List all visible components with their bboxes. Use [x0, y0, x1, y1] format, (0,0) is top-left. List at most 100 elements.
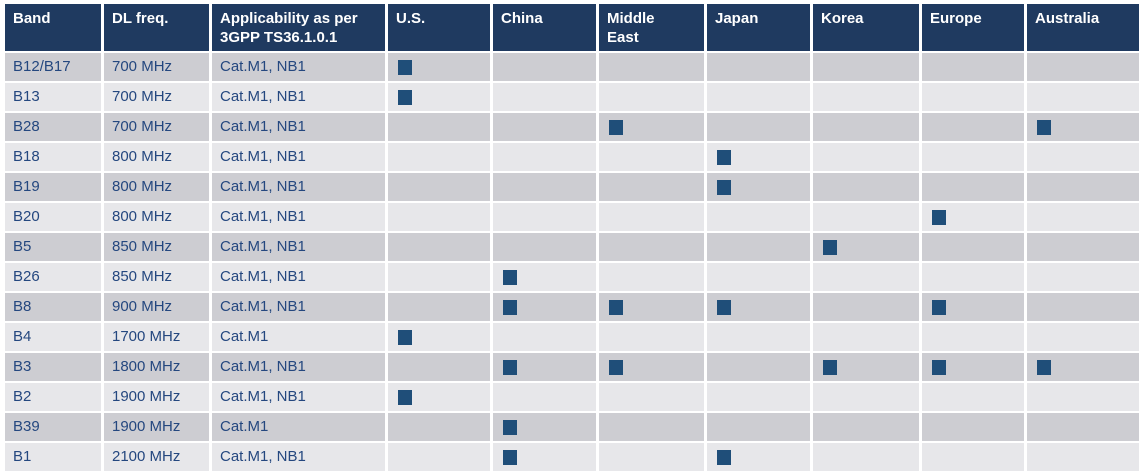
region-cell-europe — [922, 113, 1024, 141]
applicability-cell: Cat.M1, NB1 — [212, 113, 385, 141]
region-cell-australia — [1027, 413, 1139, 441]
column-header-label: Europe — [930, 10, 982, 27]
region-cell-china — [493, 173, 596, 201]
region-cell-middle-east — [599, 83, 704, 111]
region-cell-china — [493, 143, 596, 171]
applicable-marker-icon — [398, 329, 412, 345]
region-cell-japan — [707, 173, 810, 201]
band-cell: B3 — [5, 353, 101, 381]
region-cell-korea — [813, 173, 919, 201]
region-cell-korea — [813, 263, 919, 291]
region-cell-china — [493, 233, 596, 261]
band-cell: B28 — [5, 113, 101, 141]
region-cell-middle-east — [599, 323, 704, 351]
band-cell: B1 — [5, 443, 101, 471]
applicability-cell: Cat.M1, NB1 — [212, 53, 385, 81]
region-cell-korea — [813, 323, 919, 351]
region-cell-japan — [707, 263, 810, 291]
band-cell: B13 — [5, 83, 101, 111]
applicable-marker-icon — [503, 269, 517, 285]
region-cell-middle-east — [599, 233, 704, 261]
column-header-china: China — [493, 4, 596, 51]
table-row-b26: B26 850 MHz Cat.M1, NB1 — [5, 263, 1139, 291]
region-cell-middle-east — [599, 173, 704, 201]
region-cell-china — [493, 413, 596, 441]
region-cell-u-s — [388, 233, 490, 261]
column-header-label: Japan — [715, 10, 759, 27]
region-cell-china — [493, 293, 596, 321]
applicability-cell: Cat.M1, NB1 — [212, 143, 385, 171]
table-row-b28: B28 700 MHz Cat.M1, NB1 — [5, 113, 1139, 141]
region-cell-australia — [1027, 53, 1139, 81]
region-cell-korea — [813, 383, 919, 411]
region-cell-australia — [1027, 353, 1139, 381]
region-cell-middle-east — [599, 293, 704, 321]
region-cell-australia — [1027, 263, 1139, 291]
region-cell-europe — [922, 233, 1024, 261]
region-cell-europe — [922, 83, 1024, 111]
region-cell-japan — [707, 233, 810, 261]
column-header-label: Band — [13, 10, 51, 27]
region-cell-japan — [707, 413, 810, 441]
applicable-marker-icon — [398, 89, 412, 105]
applicability-cell: Cat.M1, NB1 — [212, 443, 385, 471]
region-cell-china — [493, 113, 596, 141]
dl-freq-cell: 2100 MHz — [104, 443, 209, 471]
region-cell-europe — [922, 323, 1024, 351]
band-cell: B26 — [5, 263, 101, 291]
region-cell-china — [493, 443, 596, 471]
region-cell-europe — [922, 293, 1024, 321]
dl-freq-cell: 850 MHz — [104, 233, 209, 261]
band-cell: B12/B17 — [5, 53, 101, 81]
region-cell-japan — [707, 203, 810, 231]
region-cell-korea — [813, 113, 919, 141]
table-row-b12-b17: B12/B17 700 MHz Cat.M1, NB1 — [5, 53, 1139, 81]
region-cell-china — [493, 323, 596, 351]
region-cell-u-s — [388, 443, 490, 471]
applicable-marker-icon — [503, 419, 517, 435]
column-header-label: U.S. — [396, 10, 426, 27]
region-cell-middle-east — [599, 353, 704, 381]
region-cell-australia — [1027, 323, 1139, 351]
region-cell-australia — [1027, 233, 1139, 261]
region-cell-japan — [707, 83, 810, 111]
applicable-marker-icon — [503, 299, 517, 315]
region-cell-korea — [813, 203, 919, 231]
region-cell-japan — [707, 293, 810, 321]
region-cell-u-s — [388, 203, 490, 231]
region-cell-australia — [1027, 383, 1139, 411]
applicable-marker-icon — [823, 239, 837, 255]
region-cell-europe — [922, 263, 1024, 291]
applicable-marker-icon — [932, 299, 946, 315]
region-cell-europe — [922, 203, 1024, 231]
region-cell-china — [493, 53, 596, 81]
region-cell-u-s — [388, 353, 490, 381]
region-cell-korea — [813, 233, 919, 261]
table-row-b18: B18 800 MHz Cat.M1, NB1 — [5, 143, 1139, 171]
applicability-cell: Cat.M1, NB1 — [212, 173, 385, 201]
region-cell-europe — [922, 173, 1024, 201]
column-header-korea: Korea — [813, 4, 919, 51]
column-header-japan: Japan — [707, 4, 810, 51]
applicable-marker-icon — [1037, 119, 1051, 135]
applicable-marker-icon — [609, 359, 623, 375]
region-cell-china — [493, 203, 596, 231]
region-cell-europe — [922, 143, 1024, 171]
region-cell-korea — [813, 353, 919, 381]
region-cell-middle-east — [599, 413, 704, 441]
applicability-cell: Cat.M1, NB1 — [212, 263, 385, 291]
applicable-marker-icon — [717, 449, 731, 465]
applicable-marker-icon — [717, 299, 731, 315]
region-cell-china — [493, 353, 596, 381]
table-body: B12/B17 700 MHz Cat.M1, NB1 B13 700 MHz Cat.M… — [5, 53, 1139, 471]
table-row-b2: B2 1900 MHz Cat.M1, NB1 — [5, 383, 1139, 411]
region-cell-japan — [707, 323, 810, 351]
region-cell-japan — [707, 53, 810, 81]
region-cell-u-s — [388, 323, 490, 351]
dl-freq-cell: 800 MHz — [104, 143, 209, 171]
applicability-cell: Cat.M1, NB1 — [212, 353, 385, 381]
column-header-label: China — [501, 10, 543, 27]
region-cell-japan — [707, 383, 810, 411]
applicable-marker-icon — [932, 359, 946, 375]
